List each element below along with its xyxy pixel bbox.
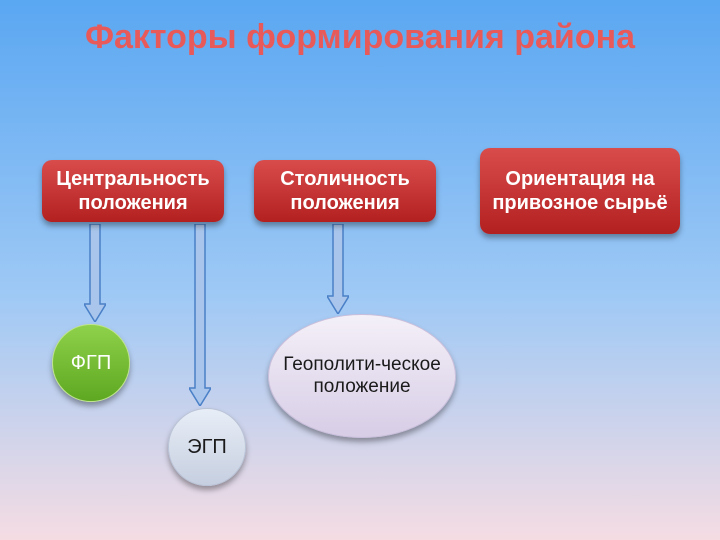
ellipse-fgp: ФГП <box>52 324 130 402</box>
ellipse-egp: ЭГП <box>168 408 246 486</box>
slide-canvas: Факторы формирования района Централь​нос… <box>0 0 720 540</box>
box-centrality: Централь​ность положения <box>42 160 224 222</box>
arrow-to-geo <box>327 224 349 314</box>
box-capital: Столичность положения <box>254 160 436 222</box>
ellipse-geo: Геополити-ческое положение <box>268 314 456 438</box>
slide-title: Факторы формирования района <box>0 18 720 57</box>
arrow-to-egp <box>189 224 211 406</box>
box-raw: Ориентация на привозное сырьё <box>480 148 680 234</box>
arrow-to-fgp <box>84 224 106 322</box>
